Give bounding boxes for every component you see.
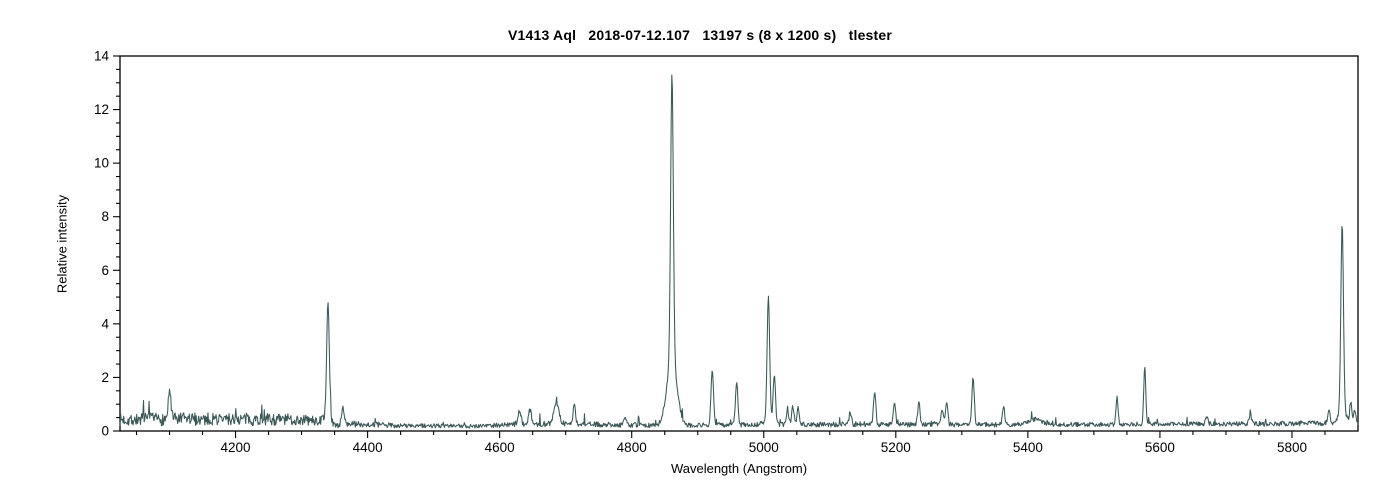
x-tick-label: 4800 [617,440,647,455]
x-tick-label: 5200 [881,440,911,455]
x-tick-label: 5600 [1145,440,1175,455]
x-axis-title: Wavelength (Angstrom) [670,461,808,476]
x-tick-label: 4400 [353,440,383,455]
x-tick-label: 5800 [1277,440,1307,455]
spectrum-line [119,74,1359,429]
plot-frame [119,55,1359,432]
y-tick-label: 6 [101,263,109,278]
y-tick-label: 10 [94,156,109,171]
y-tick-label: 2 [101,370,109,385]
x-tick-label: 4600 [485,440,515,455]
x-tick-label: 5000 [749,440,779,455]
x-tick-label: 4200 [221,440,251,455]
y-tick-label: 0 [101,424,109,439]
y-tick-label: 4 [101,316,109,331]
y-tick-label: 14 [94,49,110,64]
x-tick-label: 5400 [1013,440,1043,455]
chart-title: V1413 Aql 2018-07-12.107 13197 s (8 x 12… [507,27,893,43]
y-tick-label: 8 [101,209,109,224]
y-tick-label: 12 [94,102,109,117]
